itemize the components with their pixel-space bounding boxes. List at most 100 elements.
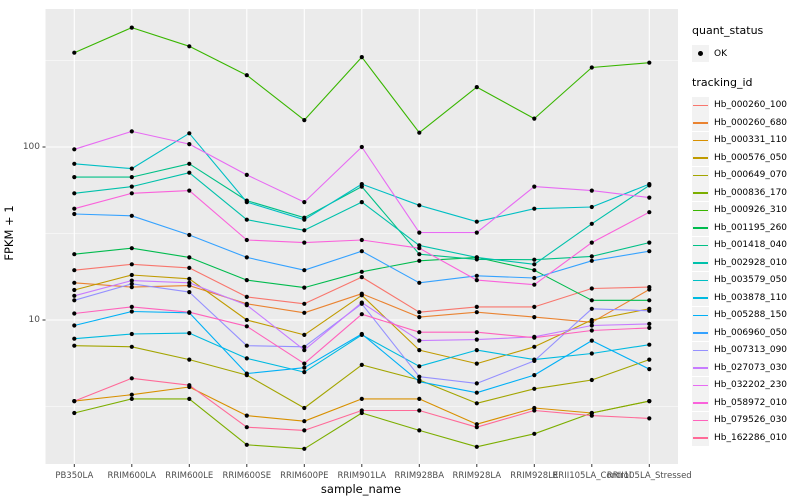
legend-item-Hb_001195_260: Hb_001195_260 [692,219,798,237]
line-swatch [693,139,708,142]
legend-item-Hb_005288_150: Hb_005288_150 [692,306,798,325]
x-axis-title: sample_name [320,482,402,496]
data-point [187,170,192,175]
data-point [417,408,422,413]
data-point [244,317,249,323]
data-point [417,379,422,384]
data-point [244,425,249,430]
data-point [129,278,134,283]
data-point [72,211,77,217]
data-point [244,172,249,177]
legend-label: Hb_058972_010 [714,397,788,408]
legend-item-Hb_000576_050: Hb_000576_050 [692,149,798,167]
legend-key-line [692,376,709,394]
data-point [589,338,594,343]
data-point [302,370,307,375]
data-point [187,331,192,336]
data-point [532,206,537,211]
legend-label: Hb_001195_260 [714,222,788,233]
legend-item-Hb_000331_110: Hb_000331_110 [692,131,798,150]
legend-item-quant: OK [692,45,798,63]
legend-item-Hb_000836_170: Hb_000836_170 [692,184,798,202]
legend-key-line [692,201,709,219]
data-point [417,374,422,379]
data-point [647,298,652,303]
data-point [417,280,422,285]
line-swatch [693,437,708,439]
data-point [129,331,134,337]
data-point [72,343,77,348]
data-point [302,217,307,222]
line-swatch [693,174,708,177]
data-point [532,408,537,413]
data-point [187,276,192,281]
data-point [532,268,537,273]
data-point [129,396,134,401]
data-point [647,249,652,254]
data-point [417,348,422,353]
data-point [647,308,652,313]
data-point [129,25,134,30]
data-point [532,282,537,287]
data-point [647,357,652,362]
data-point [72,287,77,293]
legend-label: Hb_001418_040 [714,240,788,251]
data-point [72,323,77,328]
data-point [474,304,479,309]
data-point [244,303,249,308]
legend-key-line [692,166,709,184]
legend-label: Hb_162286_010 [714,432,788,443]
data-point [302,361,307,366]
legend-key-line [692,114,709,132]
data-point [244,200,249,205]
data-point [187,255,192,260]
data-point [359,144,364,150]
data-point [72,147,77,152]
data-point [474,310,479,315]
data-point [647,399,652,404]
data-point [474,330,479,335]
data-point [129,281,134,286]
data-point [187,265,192,270]
legend-quant-items: OK [692,45,798,63]
data-point [474,381,479,386]
data-point [244,294,249,299]
data-point [532,315,537,320]
data-point [474,425,479,430]
data-point [302,405,307,411]
data-point [187,357,192,362]
legend-key-line [692,236,709,254]
data-point [302,301,307,306]
data-point [417,315,422,320]
legend-label: Hb_005288_150 [714,310,788,321]
data-point [72,410,77,416]
data-point [72,311,77,316]
data-point [72,191,77,196]
data-point [187,280,192,285]
data-point [302,285,307,290]
data-point [302,118,307,123]
legend-item-Hb_002928_010: Hb_002928_010 [692,254,798,272]
data-point [244,324,249,329]
legend-key-line [692,96,709,114]
line-swatch [693,122,708,124]
legend-item-Hb_058972_010: Hb_058972_010 [692,394,798,412]
line-swatch [693,227,708,229]
line-swatch [693,419,708,422]
data-point [72,252,77,257]
data-point [589,188,594,193]
legend-item-Hb_000926_310: Hb_000926_310 [692,201,798,220]
data-point [589,204,594,210]
data-point [532,335,537,340]
legend-label: Hb_000576_050 [714,152,788,163]
data-point [72,268,77,273]
data-point [647,60,652,65]
x-tick-label: RRIM928LE [510,470,559,481]
data-point [474,444,479,449]
data-point [187,310,192,315]
legend-label: Hb_000260_100 [714,100,788,111]
data-point [187,188,192,193]
data-point [474,401,479,406]
